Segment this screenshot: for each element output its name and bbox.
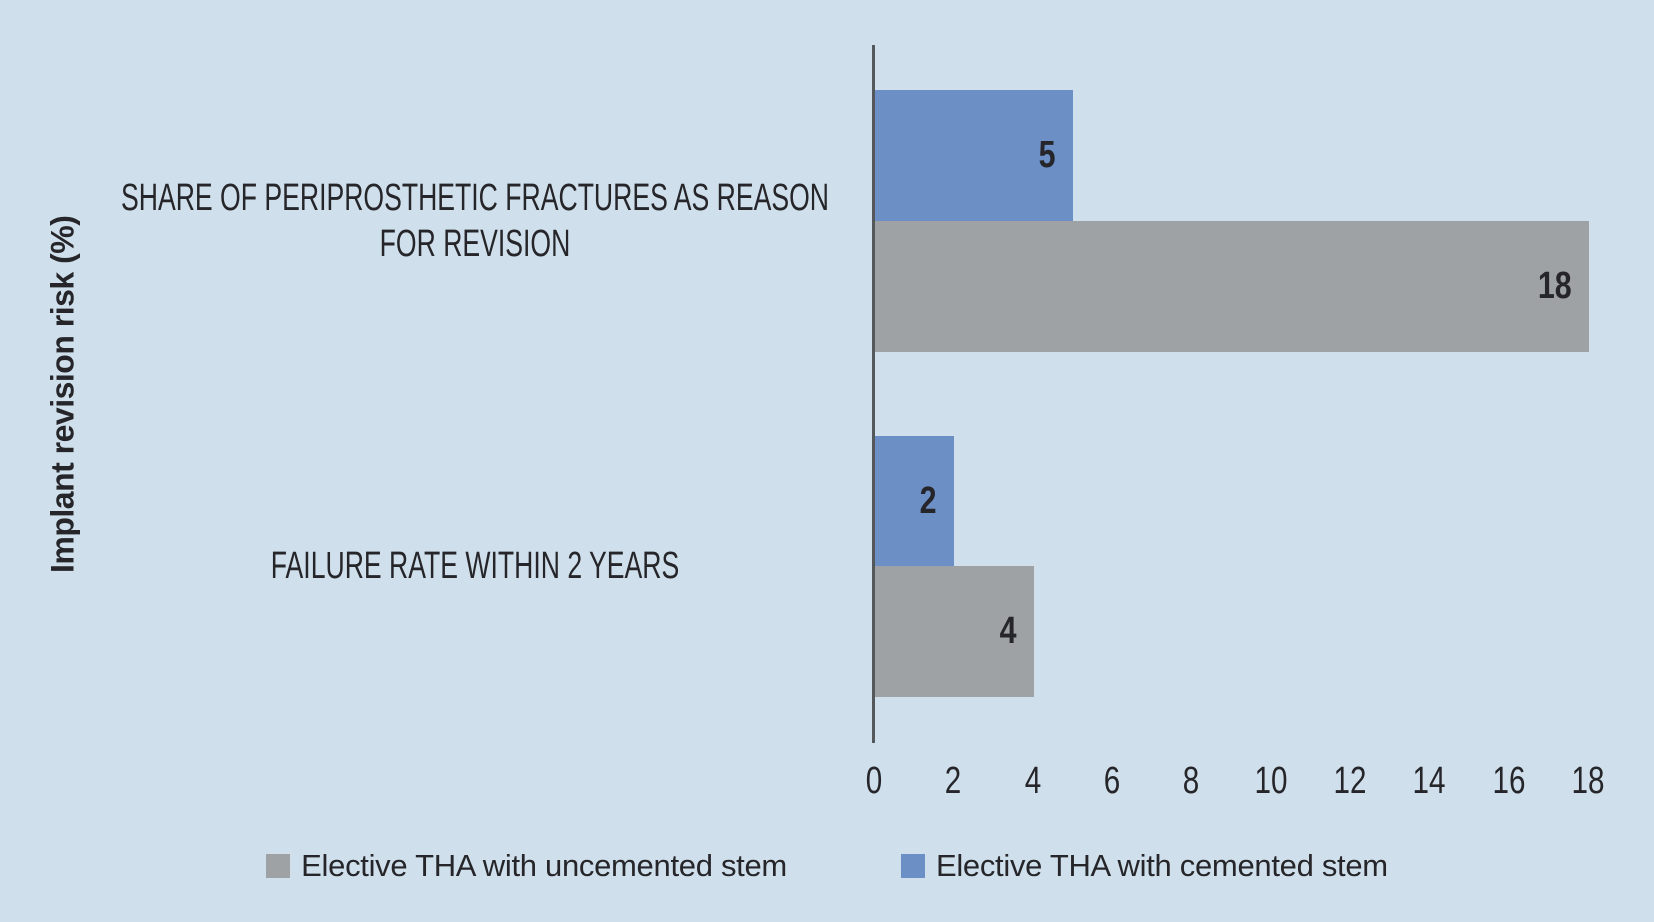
bar-uncemented-periprosthetic-fractures: 18 [875,221,1589,352]
bar-uncemented-failure-rate: 4 [875,566,1034,697]
x-tick-label: 12 [1333,760,1367,802]
legend-label-uncemented: Elective THA with uncemented stem [301,848,787,883]
legend-swatch-uncemented [266,854,291,878]
legend: Elective THA with uncemented stem Electi… [0,846,1654,886]
data-label-uncemented-failure-rate: 4 [999,610,1017,652]
x-axis-ticks: 0 2 4 6 8 10 12 14 16 18 [866,760,1605,804]
x-tick-label: 10 [1254,760,1288,802]
x-tick-label: 8 [1182,760,1200,802]
data-label-uncemented-periprosthetic-fractures: 18 [1537,265,1572,307]
x-tick-label: 2 [944,760,962,802]
x-tick-label: 6 [1103,760,1121,802]
y-axis-line [872,45,875,743]
category-label-periprosthetic-fractures: SHARE OF PERIPROSTHETIC FRACTURES AS REA… [121,177,829,265]
legend-item-cemented: Elective THA with cemented stem [900,848,1388,884]
x-tick-label: 18 [1571,760,1605,802]
legend-swatch-cemented [900,854,925,878]
data-label-cemented-periprosthetic-fractures: 5 [1038,134,1056,176]
legend-item-uncemented: Elective THA with uncemented stem [266,848,787,884]
x-tick-label: 14 [1412,760,1446,802]
x-tick-label: 0 [865,760,883,802]
legend-label-cemented: Elective THA with cemented stem [935,848,1388,883]
y-axis-title: Implant revision risk (%) [44,215,81,573]
x-tick-label: 4 [1024,760,1042,802]
bar-cemented-failure-rate: 2 [875,436,954,566]
data-label-cemented-failure-rate: 2 [919,479,937,522]
x-tick-label: 16 [1492,760,1526,802]
bar-cemented-periprosthetic-fractures: 5 [875,90,1073,221]
category-label-failure-rate: FAILURE RATE WITHIN 2 YEARS [270,545,680,587]
